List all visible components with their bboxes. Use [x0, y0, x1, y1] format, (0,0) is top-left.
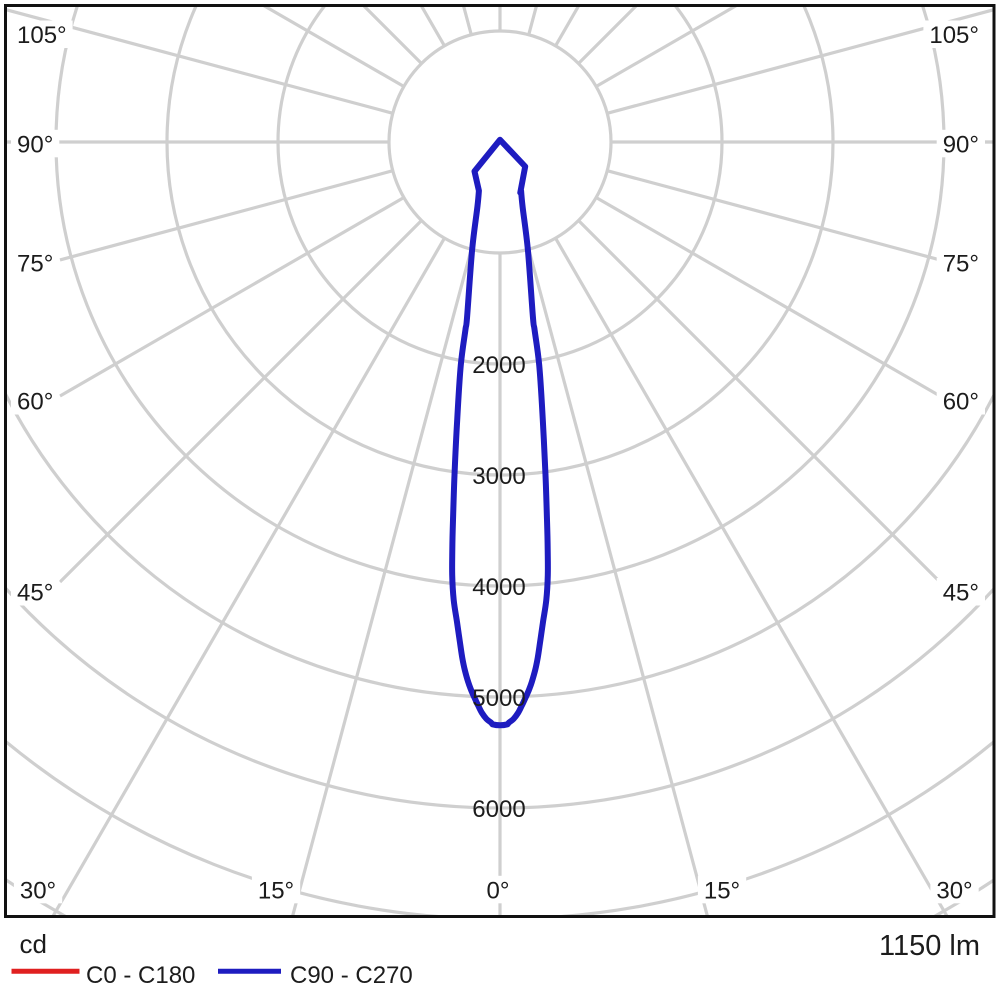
svg-text:2000: 2000 — [472, 352, 525, 379]
svg-text:105°: 105° — [17, 22, 67, 49]
svg-text:C0 - C180: C0 - C180 — [86, 962, 195, 989]
svg-text:60°: 60° — [17, 389, 53, 416]
svg-text:6000: 6000 — [472, 796, 525, 823]
svg-text:45°: 45° — [17, 580, 53, 607]
svg-text:5000: 5000 — [472, 685, 525, 712]
svg-text:75°: 75° — [943, 250, 979, 277]
svg-text:C90 - C270: C90 - C270 — [290, 962, 413, 989]
svg-text:3000: 3000 — [472, 463, 525, 490]
svg-text:1150 lm: 1150 lm — [879, 930, 980, 962]
svg-text:45°: 45° — [943, 580, 979, 607]
svg-text:0°: 0° — [487, 877, 510, 904]
svg-text:75°: 75° — [17, 250, 53, 277]
svg-text:30°: 30° — [936, 877, 972, 904]
svg-text:15°: 15° — [704, 877, 740, 904]
svg-text:105°: 105° — [929, 22, 979, 49]
svg-text:90°: 90° — [943, 131, 979, 158]
svg-text:4000: 4000 — [472, 574, 525, 601]
svg-text:60°: 60° — [943, 389, 979, 416]
svg-text:30°: 30° — [20, 877, 56, 904]
svg-text:90°: 90° — [17, 131, 53, 158]
svg-text:cd: cd — [20, 929, 47, 959]
svg-text:15°: 15° — [258, 877, 294, 904]
